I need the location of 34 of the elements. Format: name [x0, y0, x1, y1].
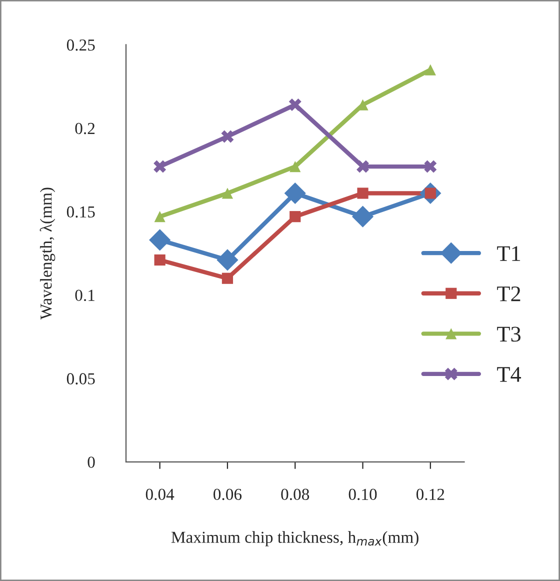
legend-label: T2 [497, 286, 520, 302]
point [222, 188, 234, 199]
legend-label: T3 [497, 326, 521, 342]
x-tick-label: 0.08 [281, 488, 310, 500]
point [357, 188, 368, 199]
x-tick-label: 0.10 [348, 488, 377, 500]
point [216, 249, 238, 271]
x-tick-label: 0.04 [146, 488, 174, 500]
legend-label: T4 [497, 367, 522, 382]
y-tick-label: 0.2 [75, 122, 95, 134]
x-tick-label: 0.12 [416, 488, 444, 500]
y-axis-title: Wavelength, λ(mm) [40, 188, 56, 320]
legend-label: T1 [497, 246, 520, 261]
y-tick-label: 0 [88, 456, 95, 468]
point [154, 211, 166, 222]
point [284, 182, 306, 204]
y-tick-label: 0.25 [66, 39, 95, 51]
point [424, 160, 437, 173]
point [222, 272, 234, 284]
point [149, 229, 171, 251]
y-tick-label: 0.1 [75, 290, 94, 302]
point [154, 160, 166, 173]
point [290, 211, 301, 222]
x-axis-title: Maximum chip thickness, h$_{max}$(mm) [171, 531, 418, 546]
point [288, 98, 302, 112]
point [424, 64, 436, 76]
point [221, 130, 234, 143]
point [154, 254, 166, 266]
x-tick-label: 0.06 [214, 488, 242, 500]
point [356, 160, 370, 173]
y-tick-label: 0.05 [66, 373, 95, 384]
point [290, 160, 301, 172]
point [352, 206, 374, 228]
y-tick-label: 0.15 [66, 206, 95, 218]
